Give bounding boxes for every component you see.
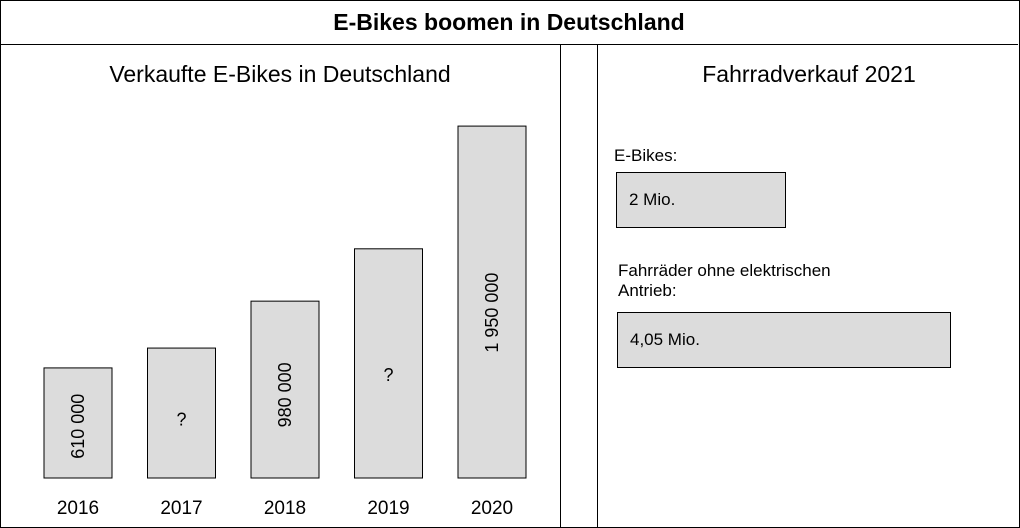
ebikes-label: E-Bikes: bbox=[614, 146, 678, 165]
bar-label-2019: ? bbox=[383, 365, 393, 385]
bar-2018 bbox=[250, 300, 320, 479]
chart-title: Verkaufte E-Bikes in Deutschland bbox=[109, 61, 451, 87]
page-title-text: E-Bikes boomen in Deutschland bbox=[333, 8, 685, 35]
other-bikes-label-line2: Antrieb: bbox=[618, 281, 677, 300]
x-tick-2018: 2018 bbox=[264, 498, 306, 519]
bar-2019 bbox=[354, 248, 423, 479]
chart-panel: Verkaufte E-Bikes in Deutschland 610 000… bbox=[0, 45, 561, 528]
sales-2021-panel: Fahrradverkauf 2021 E-Bikes: 2 Mio. Fahr… bbox=[597, 45, 1020, 528]
bar-2017 bbox=[147, 347, 216, 479]
bar-chart: 610 000 2016? 2017 980 000 2018? 2019 1 950 00… bbox=[43, 125, 527, 519]
ebikes-value: 2 Mio. bbox=[629, 190, 676, 209]
bar-2016 bbox=[43, 367, 113, 479]
other-bikes-value-box: 4,05 Mio. bbox=[617, 312, 951, 368]
page-title: E-Bikes boomen in Deutschland bbox=[0, 0, 1018, 45]
x-tick-2017: 2017 bbox=[160, 498, 202, 519]
other-bikes-value: 4,05 Mio. bbox=[630, 330, 700, 349]
x-tick-2019: 2019 bbox=[367, 498, 409, 519]
sales-2021-title: Fahrradverkauf 2021 bbox=[702, 61, 916, 87]
bar-label-2016: 610 000 bbox=[68, 394, 88, 459]
bar-label-2018: 980 000 bbox=[275, 362, 295, 427]
ebikes-value-box: 2 Mio. bbox=[616, 172, 786, 228]
other-bikes-label-line1: Fahrräder ohne elektrischen bbox=[618, 261, 831, 280]
bar-label-2020: 1 950 000 bbox=[482, 273, 502, 353]
x-tick-2016: 2016 bbox=[57, 498, 99, 519]
other-bikes-label: Fahrräder ohne elektrischen Antrieb: bbox=[618, 261, 831, 301]
bar-2020 bbox=[457, 125, 527, 479]
x-tick-2020: 2020 bbox=[471, 498, 513, 519]
bar-label-2017: ? bbox=[176, 410, 186, 430]
